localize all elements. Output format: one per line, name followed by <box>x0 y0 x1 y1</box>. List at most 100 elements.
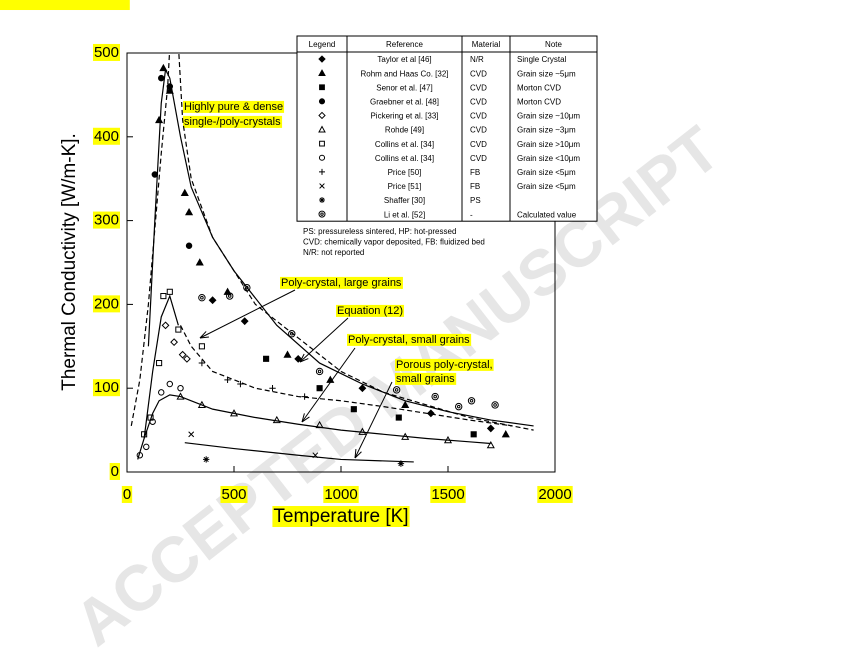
marker <box>316 385 323 392</box>
marker <box>188 431 195 438</box>
legend-material: CVD <box>470 83 487 92</box>
legend-header: Note <box>545 40 562 49</box>
legend-marker <box>318 55 326 63</box>
legend-note: Morton CVD <box>517 83 561 92</box>
annotation: Poly-crystal, large grains <box>281 277 402 289</box>
arrow <box>301 347 356 423</box>
legend-marker <box>318 210 326 218</box>
marker <box>294 354 303 363</box>
marker <box>175 326 182 333</box>
marker <box>229 409 239 417</box>
legend-marker <box>318 111 326 120</box>
highlight <box>109 462 120 480</box>
legend-marker <box>319 197 325 204</box>
marker <box>263 355 270 362</box>
marker <box>486 440 495 449</box>
footnote: CVD: chemically vapor deposited, FB: flu… <box>303 238 485 247</box>
marker <box>158 389 165 396</box>
highlight <box>92 379 120 397</box>
legend-material: - <box>470 210 473 219</box>
arrowhead <box>299 353 309 363</box>
marker <box>397 460 405 467</box>
legend-header: Reference <box>386 40 423 49</box>
marker <box>208 296 217 305</box>
y-tick-label: 200 <box>94 295 119 312</box>
marker <box>237 380 244 388</box>
legend-note: Grain size ~5μm <box>517 69 576 78</box>
footnote: PS: pressureless sintered, HP: hot-press… <box>303 227 456 236</box>
plot-area <box>130 53 534 467</box>
legend-reference: Price [50] <box>388 168 422 177</box>
marker <box>176 392 185 400</box>
highlight <box>183 115 283 128</box>
legend-reference: Li et al. [52] <box>384 210 425 219</box>
marker <box>147 414 154 421</box>
legend-material: CVD <box>470 154 487 163</box>
marker <box>177 385 184 392</box>
marker <box>491 401 499 409</box>
legend-material: CVD <box>470 97 487 106</box>
marker <box>426 409 435 418</box>
curve <box>179 325 513 427</box>
marker <box>401 400 410 409</box>
marker <box>165 86 174 94</box>
legend-reference: Taylor et al [46] <box>377 55 431 64</box>
marker <box>240 317 249 326</box>
legend-marker <box>318 125 326 133</box>
x-tick-label: 1000 <box>324 486 357 503</box>
highlight <box>92 127 120 145</box>
marker <box>161 321 170 330</box>
marker <box>178 350 187 359</box>
marker <box>180 188 189 197</box>
marker <box>195 258 204 266</box>
marker <box>358 384 367 393</box>
highlight <box>430 485 466 503</box>
legend-material: PS <box>470 196 481 205</box>
legend-reference: Senor et al. [47] <box>376 83 432 92</box>
annotation: Poly-crystal, small grains <box>348 334 470 346</box>
legend-note: Grain size >10μm <box>517 140 580 149</box>
marker <box>166 83 174 90</box>
x-tick-label: 1500 <box>431 486 464 503</box>
highlight <box>280 276 403 289</box>
legend-header: Legend <box>309 40 336 49</box>
legend-marker <box>318 69 326 77</box>
annotation: Equation (12) <box>337 305 403 317</box>
legend-note: Single Crystal <box>517 55 567 64</box>
marker <box>166 380 174 388</box>
highlight <box>537 485 573 503</box>
highlight <box>395 372 457 385</box>
marker <box>185 242 193 249</box>
highlight <box>272 506 410 528</box>
marker <box>401 432 410 440</box>
marker <box>149 418 156 425</box>
arrow <box>199 289 296 339</box>
highlight <box>92 295 120 313</box>
legend-note: Grain size <5μm <box>517 168 576 177</box>
legend-note: Calculated value <box>517 210 577 219</box>
x-tick-label: 0 <box>123 486 131 503</box>
footnote: N/R: not reported <box>303 248 364 257</box>
marker <box>501 430 510 438</box>
marker <box>226 292 234 300</box>
marker <box>202 456 210 463</box>
marker <box>141 431 148 438</box>
curve <box>137 394 491 460</box>
legend-reference: Collins et al. [34] <box>375 140 434 149</box>
highlight <box>92 43 120 61</box>
marker <box>443 435 453 444</box>
legend-material: N/R <box>470 55 484 64</box>
highlight <box>0 0 130 11</box>
arrow <box>354 381 393 459</box>
legend-reference: Pickering et al. [33] <box>370 112 438 121</box>
marker <box>158 74 165 82</box>
highlight <box>183 100 285 113</box>
curve <box>147 67 534 427</box>
x-tick-label: 500 <box>221 486 246 503</box>
marker <box>395 414 402 421</box>
highlight <box>323 485 359 503</box>
annotation: Porous poly-crystal, <box>396 359 493 371</box>
y-tick-label: 400 <box>94 128 119 145</box>
marker <box>288 330 296 338</box>
legend-marker <box>319 168 325 175</box>
